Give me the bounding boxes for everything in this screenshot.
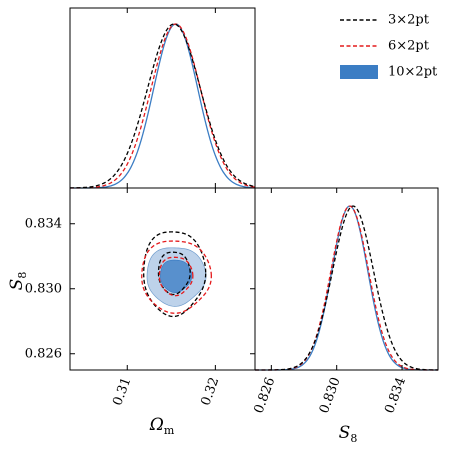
legend-swatch-10x2pt: [340, 65, 378, 79]
x-axis-title-omega-m: Ωm: [149, 415, 175, 437]
legend-label-6x2pt: 6×2pt: [388, 39, 430, 54]
contour-10x2pt-1sigma: [160, 259, 193, 294]
s8-x-tick-label: 0.830: [317, 375, 344, 415]
x-axis-title-s8-subscript: 8: [350, 432, 357, 445]
panel-frame-omega-m-marginal: [69, 7, 256, 189]
x-axis-title-omega-m-subscript: m: [164, 424, 175, 437]
marginal-s8-3x2pt: [255, 205, 439, 371]
panel-frame-s8-marginal: [254, 187, 439, 371]
s8-y-tick-label: 0.834: [25, 216, 62, 231]
s8-x-tick-label: 0.834: [382, 375, 409, 415]
legend-label-10x2pt: 10×2pt: [388, 65, 438, 80]
x-axis-title-s8: S8: [339, 423, 358, 445]
omega-m-tick-label: 0.31: [110, 375, 134, 407]
y-axis-title-s8-symbol: S: [7, 279, 27, 291]
s8-y-tick-label: 0.830: [25, 281, 62, 296]
x-axis-title-omega-m-symbol: Ω: [149, 415, 164, 435]
marginal-s8-6x2pt: [255, 205, 438, 371]
omega-m-tick-label: 0.32: [198, 375, 222, 407]
y-axis-title-s8-subscript: 8: [16, 272, 29, 279]
marginal-omega-m-3x2pt: [69, 23, 256, 189]
x-axis-title-s8-symbol: S: [339, 423, 351, 443]
s8-x-tick-label: 0.826: [252, 375, 279, 415]
y-axis-title-s8: S8: [7, 272, 29, 291]
contour-6x2pt-2sigma: [141, 240, 213, 314]
contour-3x2pt-1sigma: [157, 251, 191, 296]
marginal-omega-m-6x2pt: [70, 23, 256, 189]
contour-6x2pt-1sigma: [158, 256, 194, 297]
marginal-s8-10x2pt: [255, 205, 438, 371]
marginal-omega-m-10x2pt: [70, 23, 256, 189]
legend-label-3x2pt: 3×2pt: [388, 13, 430, 28]
s8-y-tick-label: 0.826: [25, 346, 62, 361]
